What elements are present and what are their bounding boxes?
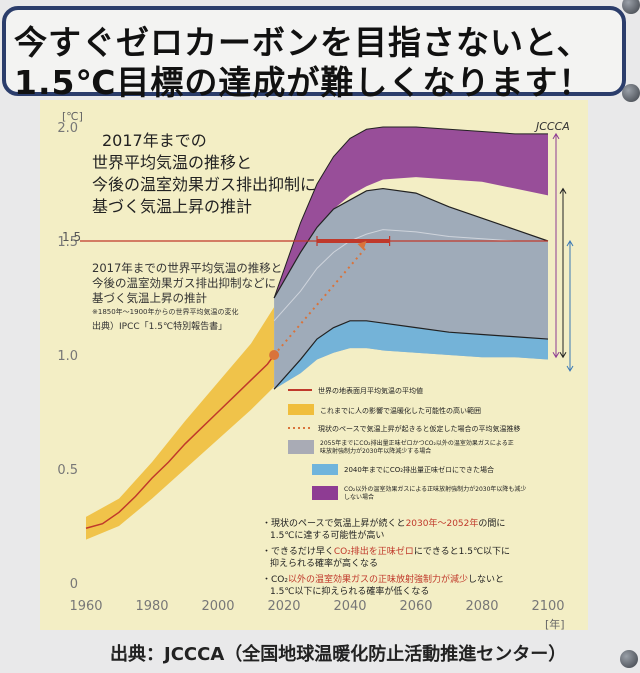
x-tick-label: 2000 xyxy=(201,599,234,614)
inner-line xyxy=(273,229,548,322)
subtitle-line: 今後の温室効果ガス排出抑制などに xyxy=(92,276,276,290)
current-pace-arrowhead xyxy=(357,241,367,250)
current-point-marker xyxy=(269,350,280,360)
subtitle-line: 基づく気温上昇の推計 xyxy=(92,291,207,305)
subtitle-line: 2017年までの世界平均気温の推移と xyxy=(92,261,282,275)
range-bracket-arrow xyxy=(552,132,560,140)
x-tick-label: 2080 xyxy=(465,599,498,614)
purple-scenario-band xyxy=(274,127,548,298)
legend-mark-observed-range xyxy=(288,404,314,415)
legend: 世界の地表面月平均気温の平均値 これまでに人の影響で温暖化した可能性の高い範囲 … xyxy=(288,386,526,501)
headline-banner: 今すぐゼロカーボンを目指さないと、 1.5℃目標の達成が難しくなります！ xyxy=(2,6,626,102)
purple-upper-line xyxy=(273,126,548,299)
x-tick-label: 1980 xyxy=(135,599,168,614)
headline-line-1: 今すぐゼロカーボンを目指さないと、 xyxy=(14,23,591,62)
legend-label: 世界の地表面月平均気温の平均値 xyxy=(318,386,423,395)
x-axis-unit: [年] xyxy=(545,617,565,630)
title-line: 世界平均気温の推移と xyxy=(92,153,252,172)
legend-mark-blue xyxy=(312,464,338,475)
range-bracket-arrow xyxy=(566,240,574,247)
chart-subtitle: 2017年までの世界平均気温の推移と 今後の温室効果ガス排出抑制などに 基づく気… xyxy=(92,261,282,332)
svg-text:1.5℃に達する可能性が高い: 1.5℃に達する可能性が高い xyxy=(270,529,384,541)
temperature-chart: 0 0.5 1.0 1.5 2.0 1960 1980 2000 2020 2040 2060 208… xyxy=(57,110,574,631)
range-bracket-arrow xyxy=(559,352,567,359)
x-tick-label: 2060 xyxy=(399,599,432,614)
reference-line-label: 1.5 xyxy=(62,230,81,244)
range-bracket-arrow xyxy=(566,365,574,372)
legend-mark-gray xyxy=(288,440,314,454)
range-bracket-arrow xyxy=(552,352,560,359)
blue-scenario-band xyxy=(274,320,548,390)
source-note: 出典）IPCC「1.5℃特別報告書」 xyxy=(92,320,227,332)
range-bracket-arrow xyxy=(559,187,567,194)
title-line: 2017年までの xyxy=(102,131,207,150)
title-line: 今後の温室効果ガス排出抑制に xyxy=(92,175,316,194)
y-tick-label: 1.5 xyxy=(57,235,78,250)
y-tick-label: 0.5 xyxy=(57,463,78,478)
svg-text:味放射強制力が2030年以降減少する場合: 味放射強制力が2030年以降減少する場合 xyxy=(320,447,431,455)
bullet-note: ・CO₂以外の温室効果ガスの正味放射強制力が減少しないと xyxy=(262,573,504,585)
chart-title: 2017年までの 世界平均気温の推移と 今後の温室効果ガス排出抑制に 基づく気温… xyxy=(92,131,316,216)
svg-text:抑えられる確率が高くなる: 抑えられる確率が高くなる xyxy=(270,557,378,569)
legend-label: これまでに人の影響で温暖化した可能性の高い範囲 xyxy=(320,406,481,415)
bullet-note: ・現状のペースで気温上昇が続くと2030年～2052年の間に xyxy=(262,517,505,529)
x-tick-label: 1960 xyxy=(69,599,102,614)
pin-icon xyxy=(622,84,640,102)
legend-label: 2055年までにCO₂排出量正味ゼロかつCO₂以外の温室効果ガスによる正 xyxy=(320,439,514,447)
observed-range-band xyxy=(86,307,275,540)
pin-icon xyxy=(622,0,640,14)
x-tick-label: 2040 xyxy=(333,599,366,614)
y-tick-label: 1.0 xyxy=(57,349,78,364)
legend-label: CO₂以外の温室効果ガスによる正味放射強制力が2030年以降も減少 xyxy=(344,485,526,493)
svg-text:1.5℃以下に抑えられる確率が低くなる: 1.5℃以下に抑えられる確率が低くなる xyxy=(270,585,429,597)
note: ※1850年～1900年からの世界平均気温の変化 xyxy=(92,307,239,316)
chart-poster: 0 0.5 1.0 1.5 2.0 1960 1980 2000 2020 2040 2060 208… xyxy=(40,100,588,631)
blue-upper-line xyxy=(273,320,549,390)
title-line: 基づく気温上昇の推計 xyxy=(92,197,252,216)
gray-upper-line xyxy=(273,187,549,299)
y-tick-label: 2.0 xyxy=(57,121,78,136)
svg-text:しない場合: しない場合 xyxy=(344,493,374,501)
observed-mean-line xyxy=(85,354,275,530)
pin-icon xyxy=(620,650,638,668)
bullet-note: ・できるだけ早くCO₂排出を正味ゼロにできると1.5℃以下に xyxy=(262,545,510,557)
y-axis-unit: [℃] xyxy=(62,110,83,123)
jccca-logo: JCCCA xyxy=(534,120,570,133)
source-credit: 出典：JCCCA（全国地球温暖化防止活動推進センター） xyxy=(110,644,567,665)
headline-line-2: 1.5℃目標の達成が難しくなります！ xyxy=(14,63,593,102)
legend-label: 現状のペースで気温上昇が起きると仮定した場合の平均気温推移 xyxy=(318,424,521,433)
bullet-notes: ・現状のペースで気温上昇が続くと2030年～2052年の間に 1.5℃に達する可… xyxy=(262,517,510,597)
y-tick-label: 0 xyxy=(70,577,78,592)
legend-mark-purple xyxy=(312,486,338,500)
x-tick-label: 2100 xyxy=(531,599,564,614)
x-tick-label: 2020 xyxy=(267,599,300,614)
legend-label: 2040年までにCO₂排出量正味ゼロにできた場合 xyxy=(344,465,494,474)
